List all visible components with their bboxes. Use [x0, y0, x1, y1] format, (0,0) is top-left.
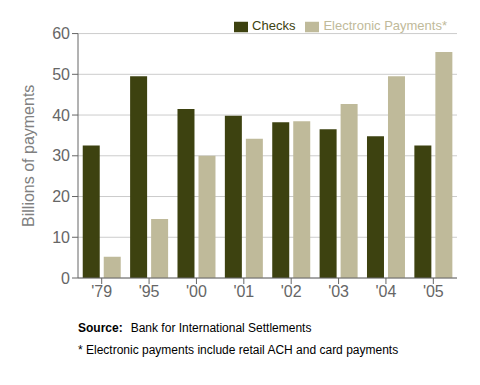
- svg-text:'04: '04: [376, 283, 397, 300]
- svg-text:0: 0: [61, 270, 70, 287]
- html-text:Checks: Checks: [252, 18, 296, 33]
- svg-text:'95: '95: [139, 283, 160, 300]
- svg-text:'01: '01: [233, 283, 254, 300]
- svg-text:40: 40: [52, 107, 70, 124]
- svg-text:'79: '79: [91, 283, 112, 300]
- html-text:Source:: Source:: [78, 321, 123, 335]
- svg-text:50: 50: [52, 66, 70, 83]
- svg-text:10: 10: [52, 229, 70, 246]
- html-text:* Electronic payments include: * Electronic payments include retail ACH…: [78, 343, 399, 357]
- svg-text:30: 30: [52, 147, 70, 164]
- svg-text:20: 20: [52, 188, 70, 205]
- svg-text:'05: '05: [423, 283, 444, 300]
- svg-text:'02: '02: [281, 283, 302, 300]
- svg-text:'03: '03: [328, 283, 349, 300]
- svg-text:60: 60: [52, 25, 70, 42]
- svg-text:'00: '00: [186, 283, 207, 300]
- svg-text:Billions of payments: Billions of payments: [20, 85, 37, 227]
- html-text:Bank for International Settlem: Bank for International Settlements: [130, 321, 312, 335]
- html-text:Electronic Payments*: Electronic Payments*: [323, 18, 447, 33]
